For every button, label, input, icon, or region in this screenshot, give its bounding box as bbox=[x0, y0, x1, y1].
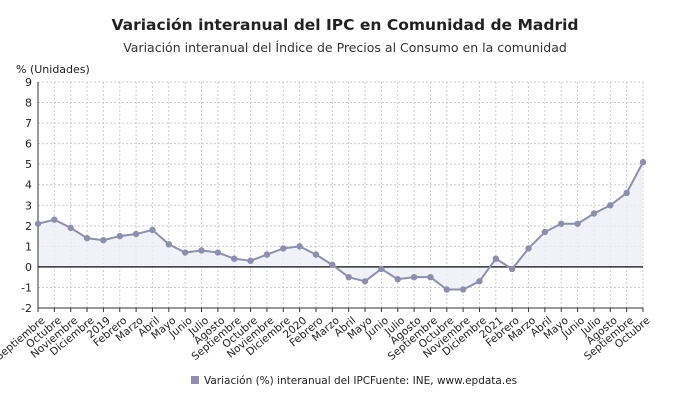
chart-subtitle: Variación interanual del Índice de Preci… bbox=[123, 40, 567, 55]
y-tick-label: 1 bbox=[25, 240, 32, 253]
data-point bbox=[296, 243, 303, 250]
grid bbox=[37, 81, 644, 309]
data-point bbox=[198, 247, 205, 254]
legend-label: Variación (%) interanual del IPC bbox=[204, 375, 370, 387]
source-label: Fuente: INE, www.epdata.es bbox=[370, 375, 517, 387]
data-point bbox=[508, 265, 516, 273]
data-point bbox=[541, 228, 549, 236]
data-point bbox=[361, 278, 369, 285]
data-point bbox=[427, 273, 434, 281]
axes bbox=[37, 82, 644, 312]
data-point bbox=[443, 286, 450, 293]
y-tick-label: 5 bbox=[25, 158, 32, 171]
data-point bbox=[394, 276, 401, 283]
y-tick-label: 0 bbox=[25, 261, 32, 274]
data-point bbox=[116, 232, 123, 240]
data-point bbox=[181, 249, 189, 256]
data-point bbox=[132, 230, 140, 238]
data-point bbox=[558, 220, 565, 227]
y-ticks: -2 -1 0 1 2 3 4 5 6 7 8 9 bbox=[21, 76, 32, 315]
data-point bbox=[149, 226, 156, 234]
x-ticks: SeptiembreOctubreNoviembreDiciembre2019F… bbox=[0, 315, 653, 363]
data-point bbox=[329, 261, 336, 269]
data-point bbox=[525, 245, 532, 252]
data-point bbox=[280, 245, 287, 252]
y-axis-label: % (Unidades) bbox=[16, 63, 90, 76]
data-point bbox=[476, 278, 483, 285]
chart-title: Variación interanual del IPC en Comunida… bbox=[111, 16, 578, 34]
series-polyline bbox=[37, 161, 644, 291]
data-point bbox=[247, 257, 254, 264]
y-tick-label: 3 bbox=[25, 199, 32, 212]
data-point bbox=[459, 286, 467, 293]
y-tick-label: 4 bbox=[25, 179, 32, 192]
data-point bbox=[590, 210, 598, 217]
legend-swatch bbox=[191, 376, 199, 384]
data-point bbox=[410, 273, 418, 281]
data-point bbox=[100, 237, 107, 244]
y-tick-label: 6 bbox=[25, 138, 32, 151]
data-point bbox=[639, 158, 647, 166]
legend: Variación (%) interanual del IPC Fuente:… bbox=[191, 375, 517, 387]
y-tick-label: 9 bbox=[25, 76, 32, 89]
y-tick-label: 7 bbox=[25, 117, 32, 130]
series-line bbox=[37, 161, 644, 291]
data-point bbox=[231, 255, 238, 262]
data-point bbox=[345, 273, 352, 281]
data-point bbox=[34, 220, 42, 227]
y-tick-label: -2 bbox=[21, 302, 32, 315]
data-point bbox=[623, 189, 630, 197]
area-fill bbox=[38, 162, 643, 290]
data-point bbox=[83, 234, 91, 242]
data-point bbox=[263, 251, 271, 258]
data-point bbox=[607, 202, 614, 209]
data-point bbox=[165, 241, 173, 248]
area-path bbox=[38, 162, 643, 290]
y-tick-label: 8 bbox=[25, 97, 32, 110]
data-point bbox=[492, 255, 500, 262]
data-point bbox=[214, 249, 222, 256]
data-point bbox=[51, 216, 58, 223]
series-points bbox=[34, 158, 647, 293]
data-point bbox=[312, 251, 320, 258]
data-point bbox=[378, 265, 385, 273]
data-point bbox=[67, 224, 74, 232]
y-tick-label: -1 bbox=[21, 281, 32, 294]
data-point bbox=[574, 220, 581, 227]
y-tick-label: 2 bbox=[25, 220, 32, 233]
